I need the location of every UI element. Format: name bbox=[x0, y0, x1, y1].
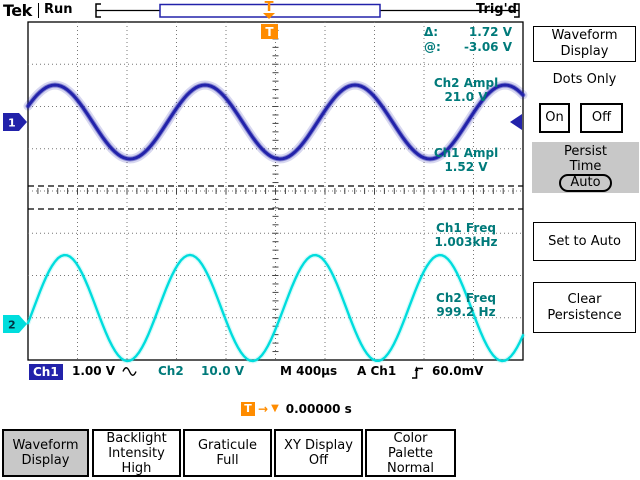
persist-time-value: Auto bbox=[559, 174, 612, 192]
bottom-menu-waveform-display[interactable]: Waveform Display bbox=[2, 429, 89, 477]
trigger-level-readout: 60.0mV bbox=[432, 364, 484, 378]
trigger-position-t-icon[interactable]: T bbox=[265, 0, 274, 15]
measurement-label: Ch1 Freq bbox=[436, 221, 496, 235]
menu-label-line: Display bbox=[21, 453, 70, 468]
menu-title-waveform-display: Waveform Display bbox=[533, 26, 636, 62]
record-view bbox=[95, 3, 520, 18]
tek-logo: Tek bbox=[3, 1, 32, 20]
ch2-scale-readout: 10.0 V bbox=[201, 364, 245, 378]
cursor-delta-row: Δ: 1.72 V bbox=[424, 25, 512, 40]
menu-label-line: Off bbox=[308, 453, 329, 468]
trigger-source-readout: A Ch1 bbox=[357, 364, 397, 378]
ch1-position-marker[interactable] bbox=[3, 113, 27, 131]
acquisition-status: Run bbox=[44, 2, 73, 17]
delay-marker-icon: ▼ bbox=[271, 403, 279, 414]
ch1-badge[interactable]: Ch1 bbox=[29, 364, 63, 380]
persist-label-line: Persist bbox=[564, 144, 607, 159]
rising-edge-icon bbox=[411, 365, 424, 383]
clear-label-line: Clear bbox=[567, 291, 602, 307]
set-to-auto-button[interactable]: Set to Auto bbox=[533, 222, 636, 261]
measurement-value: 21.0 V bbox=[444, 90, 488, 104]
menu-label-line: Waveform bbox=[12, 438, 79, 453]
bottom-menu-xy-display[interactable]: XY Display Off bbox=[274, 429, 363, 477]
ch1-marker-label: 1 bbox=[8, 117, 16, 130]
measurement-value: 999.2 Hz bbox=[436, 305, 496, 319]
measurement-label: Ch1 Ampl bbox=[433, 146, 499, 160]
persist-label-line: Time bbox=[569, 159, 602, 174]
trigger-status: Trig'd bbox=[476, 2, 517, 17]
measurement-ch1-ampl: Ch1 Ampl 1.52 V bbox=[414, 146, 518, 174]
delay-time-value: 0.00000 s bbox=[285, 402, 352, 416]
menu-label-line: Full bbox=[216, 453, 239, 468]
delay-time-row: T → ▼ 0.00000 s bbox=[241, 401, 352, 417]
clear-persistence-button[interactable]: Clear Persistence bbox=[533, 282, 636, 333]
menu-label-line: Graticule bbox=[197, 438, 258, 453]
trigger-level-arrow[interactable] bbox=[510, 114, 522, 130]
menu-label-line: XY Display bbox=[284, 438, 353, 453]
status-divider bbox=[38, 3, 39, 18]
cursor-at-row: @: -3.06 V bbox=[424, 40, 512, 55]
menu-label-line: High bbox=[121, 460, 152, 476]
waveform-ch1 bbox=[26, 83, 525, 161]
dots-only-on-button[interactable]: On bbox=[539, 103, 570, 133]
cursor-delta-label: Δ: bbox=[424, 25, 439, 39]
waveform-traces bbox=[23, 80, 528, 364]
dots-only-label: Dots Only bbox=[552, 72, 617, 87]
measurement-value: 1.003kHz bbox=[434, 235, 498, 249]
waveform-ch2 bbox=[26, 253, 525, 363]
ch1-scale-readout: 1.00 V bbox=[72, 364, 116, 378]
menu-title-line: Waveform bbox=[551, 28, 618, 43]
measurement-value: 1.52 V bbox=[444, 160, 488, 174]
timebase-readout: M 400µs bbox=[280, 364, 338, 378]
measurement-ch2-freq: Ch2 Freq 999.2 Hz bbox=[414, 291, 518, 319]
ac-coupling-icon bbox=[122, 366, 137, 380]
trigger-position-pointer-icon[interactable] bbox=[263, 13, 275, 19]
menu-label-line: Color bbox=[393, 430, 428, 446]
menu-label-line: Intensity bbox=[108, 445, 165, 461]
ch2-position-marker[interactable] bbox=[3, 315, 27, 333]
ch2-marker-label: 2 bbox=[8, 319, 16, 332]
bottom-menu-backlight-intensity[interactable]: Backlight Intensity High bbox=[92, 429, 181, 477]
trigger-point-t-label: T bbox=[265, 25, 274, 39]
ch2-label[interactable]: Ch2 bbox=[158, 364, 184, 378]
cursor-delta-value: 1.72 V bbox=[468, 25, 512, 39]
bottom-menu-graticule[interactable]: Graticule Full bbox=[183, 429, 272, 477]
cursor-at-value: -3.06 V bbox=[463, 40, 512, 54]
trigger-point-marker[interactable] bbox=[261, 24, 278, 39]
status-bar: Ch1 1.00 V Ch2 10.0 V M 400µs A Ch1 60.0… bbox=[0, 364, 528, 381]
menu-label-line: Palette bbox=[387, 445, 434, 461]
arrow-right-icon: → bbox=[258, 402, 269, 416]
cursor-at-label: @: bbox=[424, 40, 441, 54]
measurement-label: Ch2 Freq bbox=[436, 291, 496, 305]
measurement-label: Ch2 Ampl bbox=[433, 76, 499, 90]
graticule bbox=[27, 21, 524, 361]
bottom-menu-color-palette[interactable]: Color Palette Normal bbox=[365, 429, 456, 477]
trigger-t-icon: T bbox=[241, 402, 255, 416]
waveform-display-area: T T 1 2 bbox=[3, 0, 528, 364]
persist-time-button[interactable]: Persist Time Auto bbox=[532, 142, 639, 193]
menu-title-line: Display bbox=[560, 44, 609, 59]
menu-label-line: Backlight bbox=[106, 430, 167, 446]
measurement-ch1-freq: Ch1 Freq 1.003kHz bbox=[414, 221, 518, 249]
menu-label-line: Normal bbox=[386, 460, 435, 476]
measurement-ch2-ampl: Ch2 Ampl 21.0 V bbox=[414, 76, 518, 104]
cursor-readout: Δ: 1.72 V @: -3.06 V bbox=[424, 25, 512, 55]
dots-only-off-button[interactable]: Off bbox=[580, 103, 623, 133]
h-bar-cursors[interactable] bbox=[28, 185, 523, 210]
clear-label-line: Persistence bbox=[547, 307, 622, 323]
